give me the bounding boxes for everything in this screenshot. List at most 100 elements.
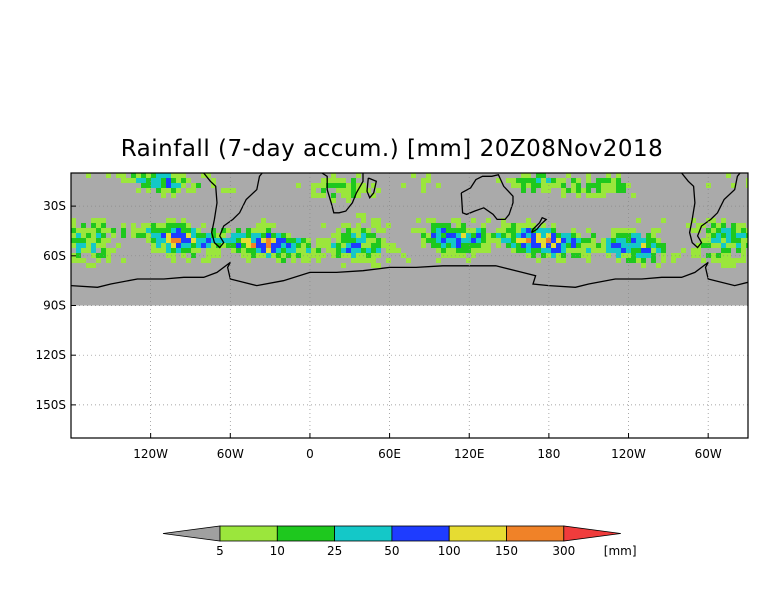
rain-cell bbox=[586, 253, 591, 258]
rain-cell bbox=[211, 233, 216, 238]
rain-cell bbox=[511, 183, 516, 188]
rain-cell bbox=[346, 243, 351, 248]
rain-cell bbox=[501, 233, 506, 238]
rain-cell bbox=[681, 248, 686, 253]
rain-cell bbox=[236, 248, 241, 253]
rain-cell bbox=[336, 228, 341, 233]
rain-cell bbox=[351, 258, 356, 263]
rain-cell bbox=[586, 173, 591, 178]
rain-cell bbox=[106, 248, 111, 253]
lat-tick-label: 120S bbox=[35, 348, 66, 362]
rain-cell bbox=[351, 238, 356, 243]
rain-cell bbox=[366, 228, 371, 233]
rain-cell bbox=[96, 253, 101, 258]
rain-cell bbox=[526, 223, 531, 228]
rain-cell bbox=[611, 183, 616, 188]
coastline bbox=[71, 261, 549, 288]
rain-cell bbox=[236, 243, 241, 248]
rain-cell bbox=[256, 238, 261, 243]
rain-cell bbox=[221, 233, 226, 238]
rain-cell bbox=[191, 248, 196, 253]
rain-cell bbox=[271, 233, 276, 238]
rain-cell bbox=[151, 178, 156, 183]
rain-cell bbox=[711, 233, 716, 238]
rain-cell bbox=[636, 258, 641, 263]
rain-cell bbox=[496, 233, 501, 238]
rain-cell bbox=[521, 183, 526, 188]
rain-cell bbox=[251, 243, 256, 248]
rain-cell bbox=[141, 183, 146, 188]
rain-cell bbox=[346, 228, 351, 233]
rain-cell bbox=[261, 243, 266, 248]
rain-cell bbox=[316, 248, 321, 253]
rain-cell bbox=[476, 243, 481, 248]
rain-cell bbox=[696, 248, 701, 253]
rain-cell bbox=[566, 188, 571, 193]
rain-cell bbox=[201, 233, 206, 238]
rain-cell bbox=[616, 238, 621, 243]
rain-cell bbox=[596, 183, 601, 188]
rain-cell bbox=[171, 183, 176, 188]
rain-cell bbox=[271, 243, 276, 248]
rain-cell bbox=[401, 183, 406, 188]
rain-cell bbox=[456, 248, 461, 253]
rain-cell bbox=[496, 238, 501, 243]
rain-cell bbox=[101, 233, 106, 238]
rain-cell bbox=[746, 238, 748, 243]
rain-cell bbox=[306, 258, 311, 263]
rain-cell bbox=[641, 248, 646, 253]
rain-cell bbox=[531, 243, 536, 248]
rain-cell bbox=[186, 223, 191, 228]
rain-cell bbox=[261, 223, 266, 228]
rain-cell bbox=[701, 258, 706, 263]
rain-cell bbox=[611, 178, 616, 183]
rain-cell bbox=[181, 238, 186, 243]
rain-cell bbox=[166, 228, 171, 233]
rain-cell bbox=[431, 243, 436, 248]
rain-cell bbox=[626, 253, 631, 258]
rain-cell bbox=[606, 178, 611, 183]
rain-cell bbox=[201, 173, 206, 178]
rain-cell bbox=[71, 243, 76, 248]
rain-cell bbox=[151, 238, 156, 243]
rain-cell bbox=[571, 228, 576, 233]
rain-cell bbox=[141, 173, 146, 178]
colorbar-high-arrow bbox=[563, 525, 621, 542]
rain-cell bbox=[726, 228, 731, 233]
colorbar-segment bbox=[448, 525, 507, 542]
rain-cell bbox=[516, 248, 521, 253]
rain-cell bbox=[371, 193, 376, 198]
rain-cell bbox=[301, 238, 306, 243]
rain-cell bbox=[86, 228, 91, 233]
rain-cell bbox=[651, 248, 656, 253]
rain-cell bbox=[161, 243, 166, 248]
rain-cell bbox=[351, 188, 356, 193]
rain-cell bbox=[451, 238, 456, 243]
rain-cell bbox=[176, 188, 181, 193]
rain-cell bbox=[261, 248, 266, 253]
colorbar-label: 150 bbox=[495, 544, 518, 558]
rain-cell bbox=[531, 188, 536, 193]
rain-cell bbox=[221, 238, 226, 243]
rain-cell bbox=[591, 193, 596, 198]
rain-cell bbox=[166, 183, 171, 188]
rain-cell bbox=[196, 183, 201, 188]
rain-cell bbox=[201, 258, 206, 263]
rain-cell bbox=[716, 233, 721, 238]
rain-cell bbox=[616, 253, 621, 258]
rain-cell bbox=[501, 218, 506, 223]
rain-cell bbox=[366, 248, 371, 253]
rain-cell bbox=[516, 178, 521, 183]
rain-cell bbox=[356, 238, 361, 243]
rain-cell bbox=[611, 233, 616, 238]
rain-cell bbox=[656, 238, 661, 243]
rain-cell bbox=[226, 188, 231, 193]
rain-cell bbox=[446, 243, 451, 248]
rain-cell bbox=[421, 233, 426, 238]
rain-cell bbox=[156, 178, 161, 183]
rain-cell bbox=[631, 238, 636, 243]
rain-cell bbox=[481, 243, 486, 248]
rain-cell bbox=[371, 223, 376, 228]
rain-cell bbox=[526, 238, 531, 243]
rain-cell bbox=[296, 253, 301, 258]
